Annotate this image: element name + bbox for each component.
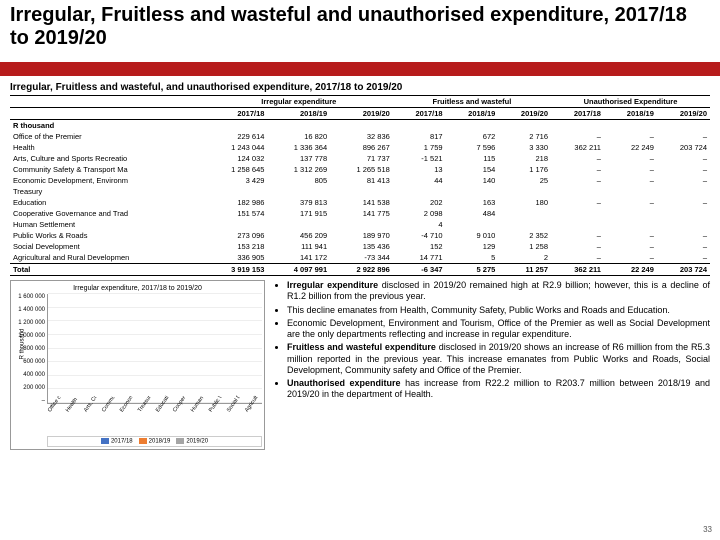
table-row: Treasury — [10, 186, 710, 197]
row-label: Cooperative Governance and Trad — [10, 208, 205, 219]
table-body: R thousand Office of the Premier229 6141… — [10, 120, 710, 276]
row-label: Economic Development, Environm — [10, 175, 205, 186]
table-row: Cooperative Governance and Trad151 57417… — [10, 208, 710, 219]
table-row: Public Works & Roads273 096456 209189 97… — [10, 230, 710, 241]
unit-row: R thousand — [10, 120, 710, 132]
plot-area — [47, 294, 262, 404]
row-label: Social Development — [10, 241, 205, 252]
bullet-item: Fruitless and wasteful expenditure discl… — [287, 342, 710, 376]
table-row: Agricultural and Rural Developmen336 905… — [10, 252, 710, 264]
bullet-item: Economic Development, Environment and To… — [287, 318, 710, 341]
table-row: Community Safety & Transport Ma1 258 645… — [10, 164, 710, 175]
bullet-item: This decline emanates from Health, Commu… — [287, 305, 710, 316]
table-row: Arts, Culture and Sports Recreatio124 03… — [10, 153, 710, 164]
lower-region: Irregular expenditure, 2017/18 to 2019/2… — [0, 276, 720, 450]
table-row: Human Settlement4 — [10, 219, 710, 230]
red-band — [0, 62, 720, 76]
row-label: Office of the Premier — [10, 131, 205, 142]
group-header-row: Irregular expenditure Fruitless and wast… — [10, 96, 710, 108]
row-label: Education — [10, 197, 205, 208]
legend-item: 2018/19 — [139, 438, 171, 445]
group-header-fruitless: Fruitless and wasteful — [393, 96, 551, 108]
table-row: Health1 243 0441 336 364896 2671 7597 59… — [10, 142, 710, 153]
legend-item: 2019/20 — [176, 438, 208, 445]
group-header-blank — [10, 96, 205, 108]
bullet-list: Irregular expenditure disclosed in 2019/… — [271, 280, 710, 401]
table-row: Education182 986379 813141 538202163180–… — [10, 197, 710, 208]
row-label: Community Safety & Transport Ma — [10, 164, 205, 175]
group-header-irregular: Irregular expenditure — [205, 96, 393, 108]
expenditure-table: Irregular expenditure Fruitless and wast… — [10, 95, 710, 276]
chart-box: Irregular expenditure, 2017/18 to 2019/2… — [10, 280, 265, 450]
table-row: Economic Development, Environm3 42980581… — [10, 175, 710, 186]
chart-title: Irregular expenditure, 2017/18 to 2019/2… — [13, 285, 262, 292]
table-title: Irregular, Fruitless and wasteful, and u… — [0, 76, 720, 95]
row-label: Human Settlement — [10, 219, 205, 230]
title-region: Irregular, Fruitless and wasteful and un… — [0, 0, 720, 76]
total-row: Total3 919 1534 097 9912 922 896-6 3475 … — [10, 264, 710, 276]
row-label: Public Works & Roads — [10, 230, 205, 241]
row-label: Health — [10, 142, 205, 153]
chart-column: Irregular expenditure, 2017/18 to 2019/2… — [10, 280, 265, 450]
slide-title: Irregular, Fruitless and wasteful and un… — [0, 0, 720, 50]
table-row: Office of the Premier229 61416 82032 836… — [10, 131, 710, 142]
table-row: Social Development153 218111 941135 4361… — [10, 241, 710, 252]
x-axis-labels: Office of the...HealthArts, Culture a...… — [47, 404, 262, 438]
bullets-region: Irregular expenditure disclosed in 2019/… — [271, 280, 710, 450]
chart-legend: 2017/18 2018/19 2019/20 — [47, 436, 262, 447]
page-number: 33 — [703, 525, 712, 534]
bullet-item: Irregular expenditure disclosed in 2019/… — [287, 280, 710, 303]
bullet-item: Unauthorised expenditure has increase fr… — [287, 378, 710, 401]
y-axis-label: R thousand — [19, 329, 25, 360]
row-label: Treasury — [10, 186, 205, 197]
table-wrap: Irregular expenditure Fruitless and wast… — [0, 95, 720, 276]
row-label: Arts, Culture and Sports Recreatio — [10, 153, 205, 164]
group-header-unauthorised: Unauthorised Expenditure — [551, 96, 710, 108]
year-header-row: 2017/182018/192019/20 2017/182018/192019… — [10, 108, 710, 120]
y-axis: 1 600 0001 400 0001 200 0001 000 000800 … — [13, 294, 47, 404]
row-label: Agricultural and Rural Developmen — [10, 252, 205, 264]
chart-area: 1 600 0001 400 0001 200 0001 000 000800 … — [13, 294, 262, 404]
legend-item: 2017/18 — [101, 438, 133, 445]
